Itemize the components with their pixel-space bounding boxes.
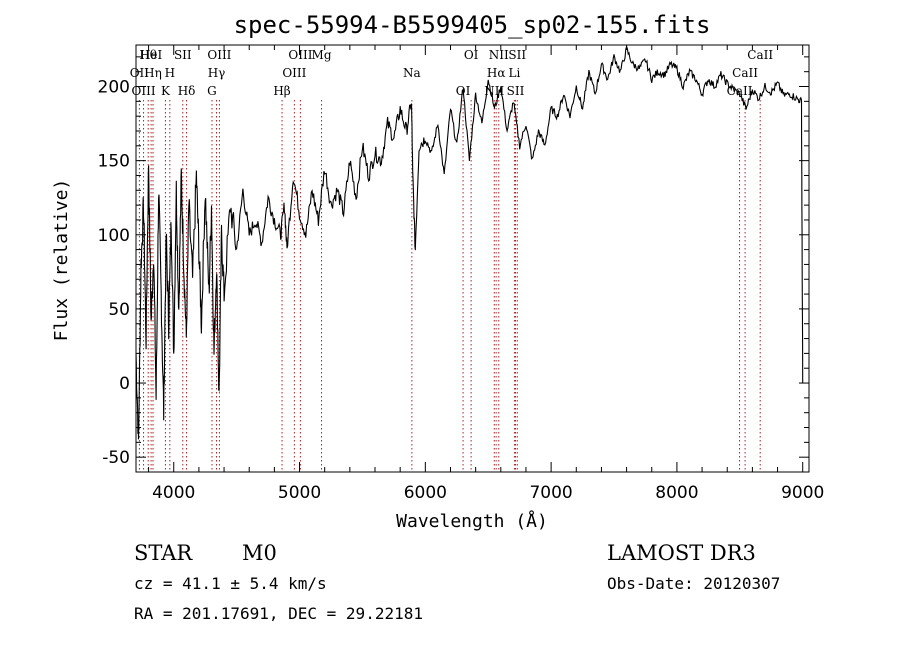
ra-dec-coords: RA = 201.17691, DEC = 29.22181	[134, 604, 423, 623]
x-tick-label: 9000	[781, 483, 824, 503]
y-tick-label: 200	[98, 78, 130, 98]
survey-name: LAMOST DR3	[607, 541, 756, 565]
emission-line-label: G	[207, 84, 217, 98]
x-axis-ticks: 4000 5000 6000 7000 8000 9000	[148, 45, 824, 503]
flux-series	[135, 45, 804, 440]
object-subclass: M0	[242, 541, 277, 565]
object-class: STAR	[134, 541, 193, 565]
x-tick-label: 8000	[655, 483, 698, 503]
emission-line-label: Hδ	[178, 84, 196, 98]
emission-line-label: Hα	[487, 66, 506, 80]
x-axis-label: Wavelength (Å)	[396, 510, 548, 532]
emission-line-label: Hγ	[208, 66, 226, 80]
emission-line-markers: Hθ OII OIII HeI Hη K SII HHδ OIII Hγ G OIII OIII Hβ Mg…	[130, 48, 773, 472]
y-tick-label: 100	[98, 226, 130, 246]
emission-line-label: CaII	[747, 48, 773, 62]
x-tick-label: 7000	[529, 483, 572, 503]
emission-line-label: H	[165, 66, 175, 80]
emission-line-label: OII	[130, 66, 150, 80]
emission-line-label: Hθ	[139, 48, 157, 62]
x-tick-label: 5000	[278, 483, 321, 503]
emission-line-label: SII	[508, 48, 526, 62]
emission-line-label: OIII	[282, 66, 306, 80]
emission-line-label: NII	[489, 48, 509, 62]
x-tick-label: 4000	[152, 483, 195, 503]
x-tick-label: 6000	[404, 483, 447, 503]
emission-line-label: HeI	[140, 48, 163, 62]
emission-line-label: NII	[484, 84, 504, 98]
obs-date: Obs-Date: 20120307	[607, 574, 780, 593]
flux-line	[135, 45, 804, 440]
emission-line-label: Na	[403, 66, 421, 80]
emission-line-label: SII	[174, 48, 192, 62]
emission-line-label: Hβ	[273, 84, 290, 98]
emission-line-label: Hη	[144, 66, 162, 80]
emission-line-label: OIII	[288, 48, 312, 62]
y-axis-ticks: -50 0 50 100 150 200	[98, 56, 809, 468]
emission-line-label: OIII	[132, 84, 156, 98]
emission-line-label: Mg	[312, 48, 332, 62]
plot-frame	[135, 44, 810, 473]
emission-line-label: OI	[464, 48, 479, 62]
emission-line-label: SII	[507, 84, 525, 98]
y-axis-label: Flux (relative)	[51, 179, 72, 342]
y-tick-label: -50	[102, 448, 130, 468]
y-tick-label: 0	[119, 374, 130, 394]
y-tick-label: 50	[108, 300, 130, 320]
emission-line-label: Li	[508, 66, 520, 80]
redshift-cz: cz = 41.1 ± 5.4 km/s	[134, 574, 327, 593]
emission-line-label: OIII	[207, 48, 231, 62]
emission-line-label: CaII	[732, 66, 758, 80]
emission-line-label: K	[161, 84, 171, 98]
chart-title: spec-55994-B5599405_sp02-155.fits	[234, 11, 711, 39]
y-tick-label: 150	[98, 152, 130, 172]
